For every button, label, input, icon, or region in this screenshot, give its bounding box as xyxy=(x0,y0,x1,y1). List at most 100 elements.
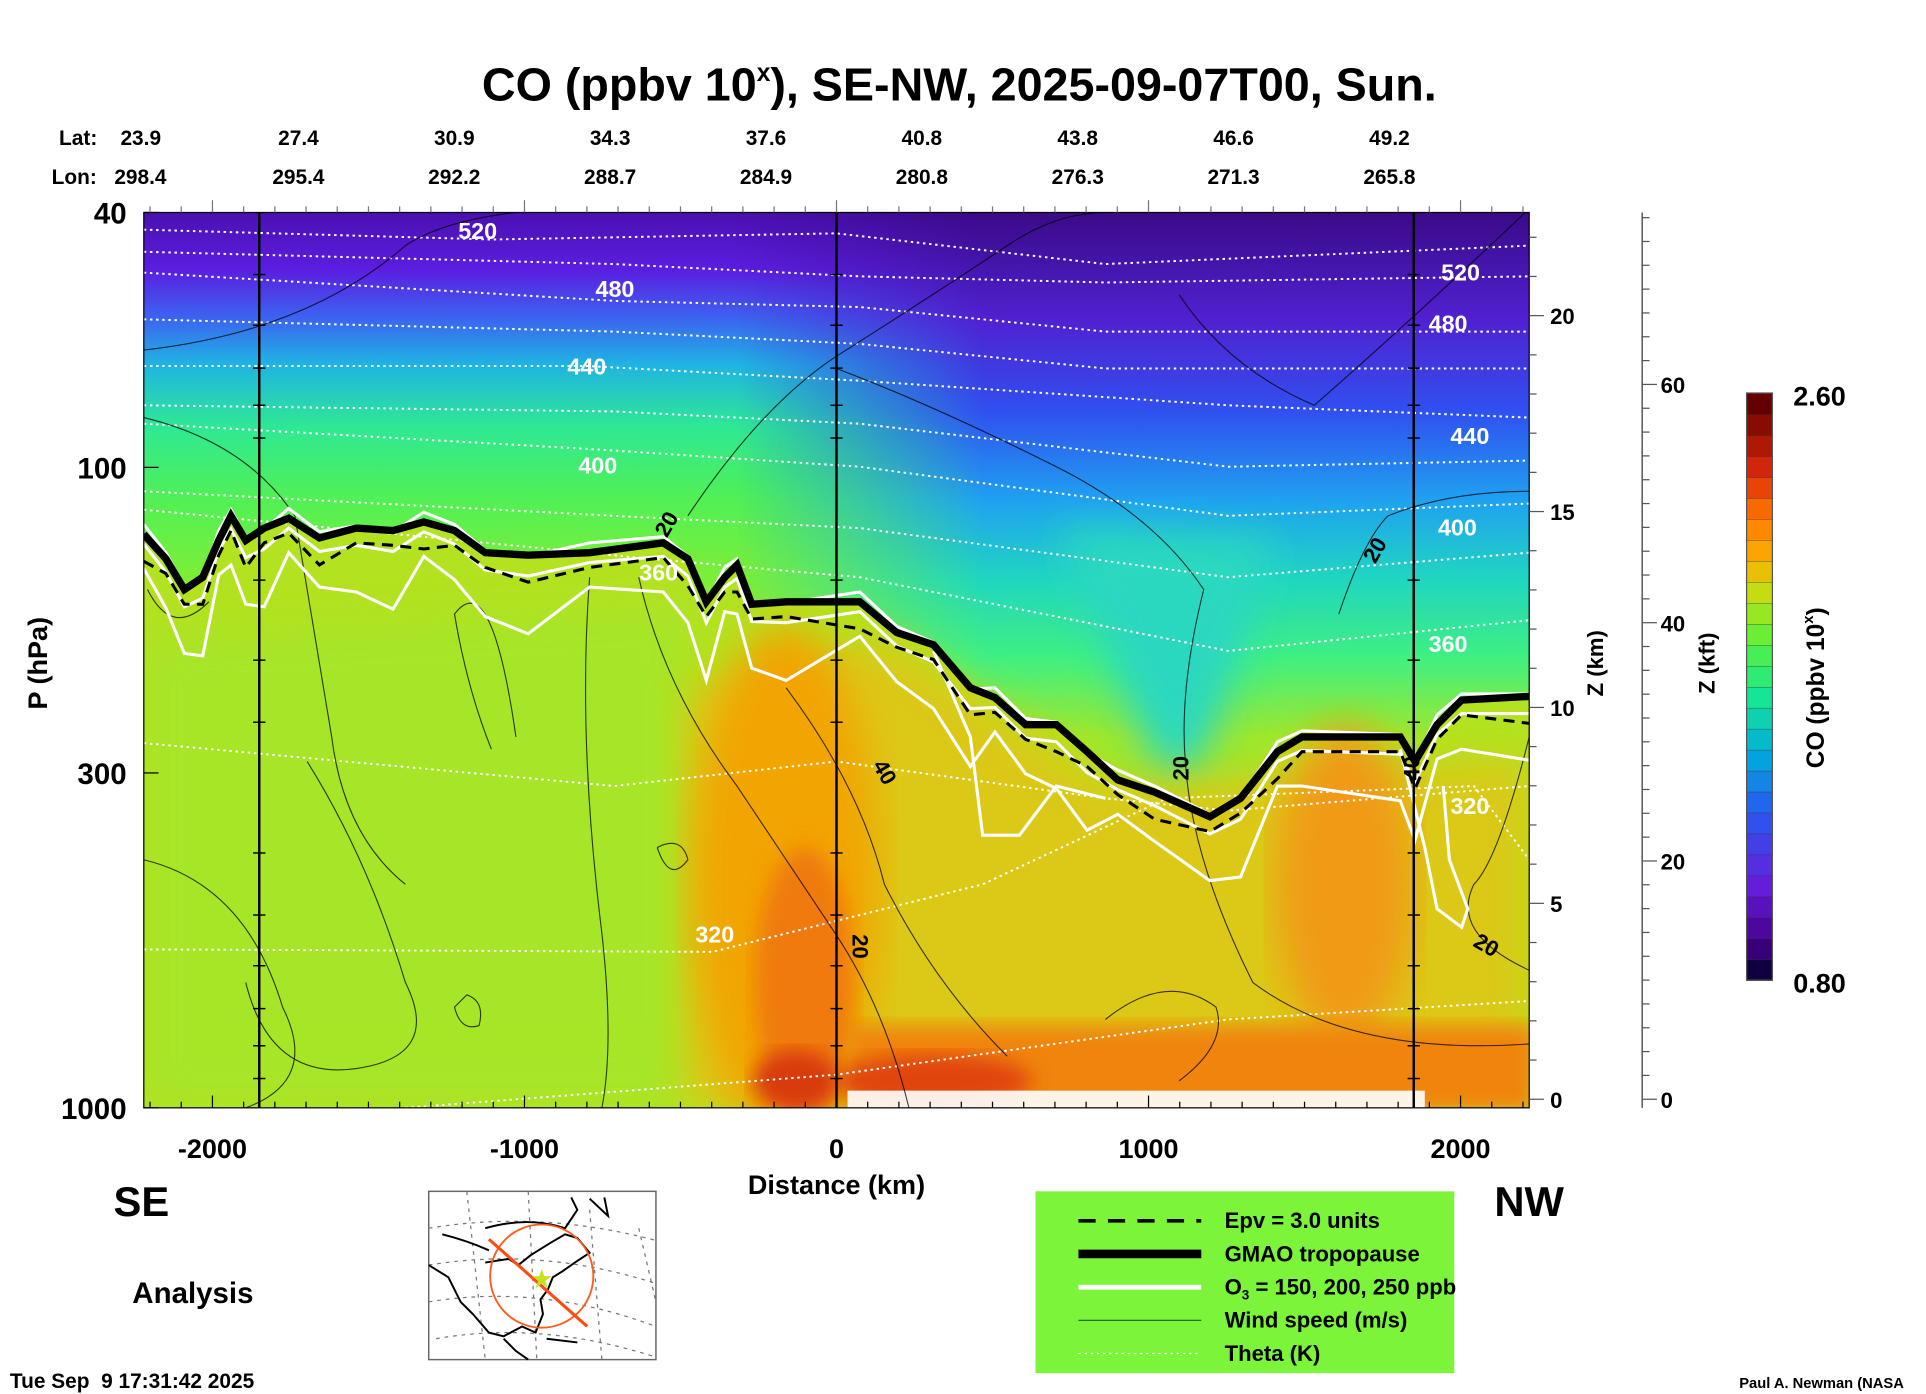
colorbar-level xyxy=(1746,875,1773,898)
lon-value: 276.3 xyxy=(1052,166,1104,189)
y-tick-label: 1000 xyxy=(61,1093,127,1126)
colorbar-level xyxy=(1746,602,1773,625)
lon-value: 284.9 xyxy=(740,166,792,189)
co-field: 520 480 440 400 360 320 520 480 440 400 360 320 20 40… xyxy=(143,212,1530,1108)
x-axis-label: Distance (km) xyxy=(748,1170,925,1200)
z-kft-axis-label: Z (kft) xyxy=(1695,633,1720,694)
z-kft-tick-label: 40 xyxy=(1661,611,1686,636)
wind-speed-contour-line xyxy=(785,687,1008,1057)
location-map-inset xyxy=(427,1190,657,1361)
colorbar-level xyxy=(1746,770,1773,793)
map-range-circle xyxy=(489,1223,595,1329)
theta-contour-label: 400 xyxy=(1438,515,1477,541)
x-tick-label: 0 xyxy=(829,1134,844,1164)
colorbar-frame xyxy=(1745,392,1773,981)
colorbar-level xyxy=(1746,854,1773,877)
colorbar-level xyxy=(1746,707,1773,730)
theta-contour-line xyxy=(143,785,1530,953)
theta-contour-label: 320 xyxy=(1450,793,1489,819)
wind-speed-contour-line xyxy=(1338,490,1530,615)
tropopause-line xyxy=(143,508,1530,821)
y-axis-label: P (hPa) xyxy=(23,617,53,710)
wind-speed-contour-line xyxy=(656,842,689,871)
wind-speed-contour-line xyxy=(687,212,1106,517)
theta-contour-line xyxy=(143,318,1530,370)
colorbar-level xyxy=(1746,518,1773,541)
colorbar-level xyxy=(1746,833,1773,856)
co-field-cyan-trough xyxy=(1056,528,1278,787)
colorbar-level xyxy=(1746,497,1773,520)
theta-contour-label: 520 xyxy=(1441,260,1480,286)
theta-contours xyxy=(143,228,1530,1108)
colorbar-level xyxy=(1746,560,1773,583)
colorbar-level xyxy=(1746,476,1773,499)
wind-speed-contour-line xyxy=(836,367,1530,1047)
z-kft-tick-label: 20 xyxy=(1661,850,1686,875)
theta-contour-line xyxy=(143,404,1530,468)
lat-value: 43.8 xyxy=(1057,127,1098,150)
z-km-tick-label: 10 xyxy=(1550,696,1575,721)
theta-contour-label: 320 xyxy=(695,922,734,948)
se-direction-label: SE xyxy=(113,1178,169,1225)
theta-contour-label: 360 xyxy=(1429,631,1468,657)
theta-contour-label: 360 xyxy=(639,560,678,586)
lat-label: Lat: xyxy=(59,127,97,150)
theta-contour-label: 480 xyxy=(595,276,634,302)
timestamp: Tue Sep 9 17:31:42 2025 xyxy=(10,1370,255,1393)
z-km-axis-label: Z (km) xyxy=(1583,630,1608,696)
theta-contour-line xyxy=(405,999,1530,1108)
author-credit: Paul A. Newman (NASA xyxy=(1739,1376,1904,1392)
z-kft-tick-label: 60 xyxy=(1661,373,1686,398)
map-center-star-icon xyxy=(531,1268,552,1289)
colorbar-level xyxy=(1746,958,1773,981)
wind-speed-contour-line xyxy=(1105,990,1220,1082)
z-kft-tick-label: 0 xyxy=(1661,1088,1673,1113)
z-km-tick-label: 15 xyxy=(1550,500,1575,525)
legend-label: Wind speed (m/s) xyxy=(1225,1308,1408,1333)
colorbar-level xyxy=(1746,392,1773,415)
colorbar-title: CO (ppbv 10x) xyxy=(1801,607,1830,768)
colorbar-level xyxy=(1746,434,1773,457)
colorbar-max-label: 2.60 xyxy=(1793,381,1846,411)
z-km-tick-label: 5 xyxy=(1550,892,1562,917)
analysis-label: Analysis xyxy=(132,1277,253,1310)
lat-value: 40.8 xyxy=(902,127,943,150)
legend-label: Epv = 3.0 units xyxy=(1225,1208,1380,1233)
wind-contour-label: 20 xyxy=(1169,756,1194,781)
lon-value: 280.8 xyxy=(896,166,948,189)
ozone-contour-line xyxy=(1398,748,1470,930)
wind-speed-contour-line xyxy=(146,589,210,619)
lat-value: 30.9 xyxy=(434,127,475,150)
lat-lon-values: 23.9 298.4 27.4 295.4 30.9 292.2 34.3 288.7 37.6… xyxy=(114,127,1415,189)
lat-value: 37.6 xyxy=(746,127,787,150)
lon-value: 271.3 xyxy=(1207,166,1259,189)
lon-value: 265.8 xyxy=(1363,166,1415,189)
colorbar-level xyxy=(1746,937,1773,960)
lon-value: 288.7 xyxy=(584,166,636,189)
colorbar-level xyxy=(1746,455,1773,478)
axes: 40 100 300 1000 -2000 -1000 0 1000 2000 0 5 10 15 20 0… xyxy=(61,198,1685,1165)
legend-box xyxy=(1035,1191,1455,1374)
wind-speed-contour-line xyxy=(453,602,517,750)
wind-speed-contour-line xyxy=(1178,212,1527,406)
colorbar-level xyxy=(1746,539,1773,562)
colorbar-level xyxy=(1746,665,1773,688)
colorbar xyxy=(1745,392,1773,981)
y-tick-label: 100 xyxy=(77,452,126,485)
wind-speed-contour-line xyxy=(245,761,417,1071)
theta-contour-label: 480 xyxy=(1429,310,1468,336)
lat-value: 46.6 xyxy=(1213,127,1254,150)
co-field-orange-core xyxy=(755,847,854,1108)
y-tick-label: 40 xyxy=(94,198,127,231)
legend-label: Theta (K) xyxy=(1225,1341,1321,1366)
theta-contour-line xyxy=(143,742,1530,812)
wind-speed-contour-line xyxy=(584,577,609,1108)
theta-contour-line xyxy=(143,271,1530,333)
lon-value: 295.4 xyxy=(272,166,325,189)
colorbar-level xyxy=(1746,749,1773,772)
wind-contour-label: 40 xyxy=(1400,756,1425,781)
z-km-tick-label: 0 xyxy=(1550,1088,1562,1113)
co-field-left-green xyxy=(143,601,688,1108)
epv-contour xyxy=(143,526,1530,834)
